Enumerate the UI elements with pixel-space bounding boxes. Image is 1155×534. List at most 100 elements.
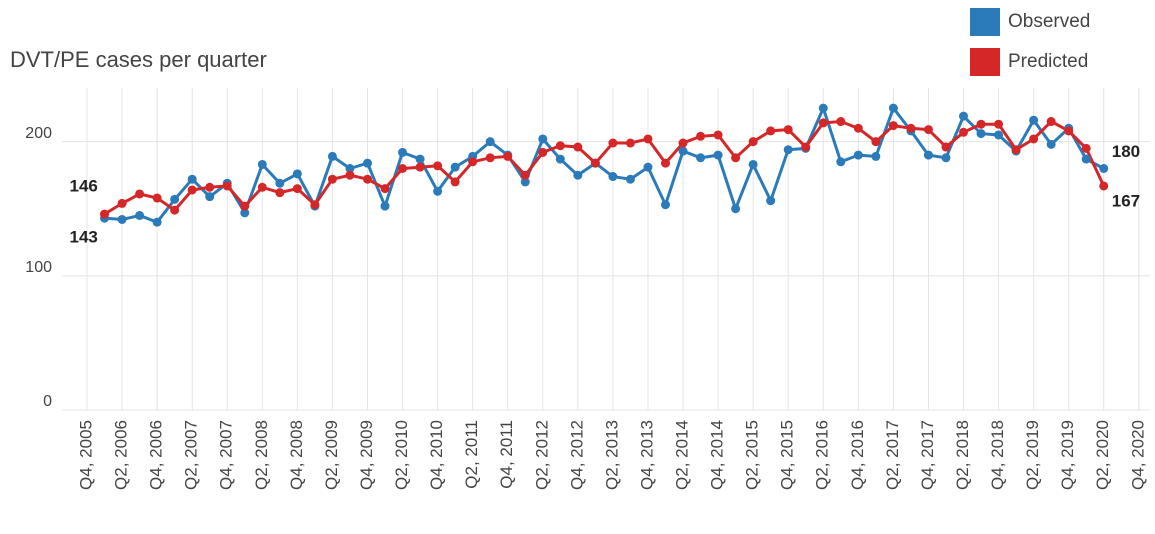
point	[994, 119, 1004, 129]
x-tick-label: Q4, 2010	[427, 420, 446, 490]
x-tick-label: Q4, 2013	[637, 420, 656, 490]
point	[713, 130, 723, 140]
x-tick-label: Q2, 2013	[602, 420, 621, 490]
legend-swatch	[970, 8, 1000, 36]
point	[275, 188, 285, 198]
point	[923, 150, 933, 160]
point	[275, 178, 285, 188]
point	[187, 174, 197, 184]
x-tick-label: Q4, 2012	[567, 420, 586, 490]
point	[1029, 134, 1039, 144]
point	[450, 162, 460, 172]
x-tick-label: Q4, 2007	[217, 420, 236, 490]
series-line	[103, 119, 1106, 216]
point	[941, 142, 951, 152]
x-tick-label: Q2, 2012	[532, 420, 551, 490]
x-tick-label: Q2, 2007	[182, 420, 201, 490]
point	[485, 153, 495, 163]
x-tick-label: Q2, 2008	[252, 420, 271, 490]
y-tick-label: 100	[25, 259, 52, 276]
point	[643, 134, 653, 144]
point	[906, 123, 916, 133]
point	[538, 147, 548, 157]
data-label: 143	[70, 228, 98, 247]
chart-subtitle: DVT/PE cases per quarter	[10, 47, 267, 72]
point	[327, 174, 337, 184]
point	[135, 210, 145, 220]
point	[555, 141, 565, 151]
point	[748, 159, 758, 169]
x-tick-label: Q4, 2017	[918, 420, 937, 490]
point	[468, 157, 478, 167]
point	[590, 158, 600, 168]
point	[503, 151, 513, 161]
point	[713, 150, 723, 160]
point	[625, 174, 635, 184]
x-tick-label: Q4, 2014	[708, 420, 727, 490]
point	[801, 142, 811, 152]
data-label: 167	[1112, 191, 1140, 210]
point	[818, 118, 828, 128]
legend-swatch	[970, 48, 1000, 76]
point	[941, 153, 951, 163]
point	[696, 153, 706, 163]
point	[485, 137, 495, 147]
data-label: 180	[1112, 142, 1140, 161]
point	[327, 151, 337, 161]
x-tick-label: Q4, 2020	[1128, 420, 1147, 490]
x-tick-label: Q4, 2016	[848, 420, 867, 490]
point	[1099, 181, 1109, 191]
legend-label: Observed	[1008, 11, 1090, 32]
point	[240, 208, 250, 218]
point	[398, 164, 408, 173]
point	[555, 154, 565, 164]
point	[573, 170, 583, 180]
point	[205, 182, 215, 192]
point	[380, 184, 390, 194]
point	[187, 185, 197, 195]
point	[433, 161, 443, 171]
point	[1099, 164, 1109, 173]
point	[871, 137, 881, 147]
x-tick-label: Q4, 2011	[497, 420, 516, 489]
point	[994, 130, 1004, 140]
point	[415, 162, 425, 172]
series-line	[104, 103, 1105, 224]
point	[257, 182, 267, 192]
point	[836, 117, 846, 127]
point	[205, 192, 215, 202]
point	[222, 181, 232, 191]
x-tick-label: Q2, 2006	[112, 420, 131, 490]
point	[608, 138, 618, 148]
point	[380, 201, 390, 211]
x-tick-label: Q2, 2019	[1023, 420, 1042, 490]
x-tick-label: Q2, 2011	[462, 420, 481, 489]
point	[170, 205, 180, 215]
point	[871, 151, 881, 161]
point	[1029, 115, 1039, 125]
point	[450, 177, 460, 187]
point	[345, 170, 355, 180]
point	[783, 145, 793, 155]
point	[1046, 139, 1056, 149]
x-tick-label: Q2, 2017	[883, 420, 902, 490]
point	[135, 189, 145, 199]
point	[678, 146, 688, 156]
point	[310, 200, 320, 210]
x-tick-label: Q4, 2008	[287, 420, 306, 490]
point	[766, 126, 776, 136]
point	[152, 217, 162, 227]
point	[888, 121, 898, 131]
point	[976, 119, 986, 129]
x-tick-label: Q4, 2018	[988, 420, 1007, 490]
point	[766, 196, 776, 206]
y-tick-label: 200	[25, 125, 52, 142]
x-tick-label: Q2, 2015	[743, 420, 762, 490]
point	[853, 123, 863, 133]
point	[1046, 117, 1056, 127]
point	[520, 170, 530, 180]
point	[362, 158, 372, 168]
point	[538, 134, 548, 144]
point	[292, 184, 302, 194]
